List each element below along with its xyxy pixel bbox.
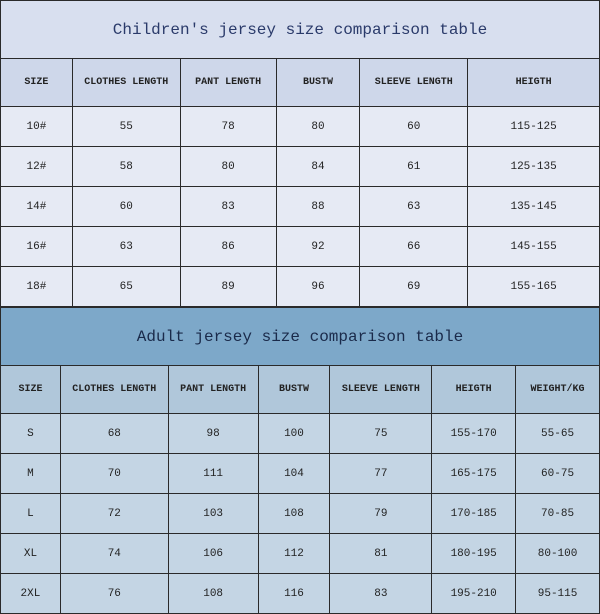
children-col-2: PANT LENGTH — [180, 59, 276, 107]
children-col-0: SIZE — [1, 59, 73, 107]
cell: 98 — [168, 414, 258, 454]
cell: 70 — [60, 454, 168, 494]
cell: 74 — [60, 534, 168, 574]
cell: 78 — [180, 107, 276, 147]
cell: 86 — [180, 227, 276, 267]
cell: 112 — [258, 534, 330, 574]
cell: 69 — [360, 267, 468, 307]
adult-col-3: BUSTW — [258, 366, 330, 414]
cell: M — [1, 454, 61, 494]
adult-header-row: SIZE CLOTHES LENGTH PANT LENGTH BUSTW SL… — [1, 366, 600, 414]
cell: 16# — [1, 227, 73, 267]
children-col-4: SLEEVE LENGTH — [360, 59, 468, 107]
cell: 80 — [180, 147, 276, 187]
cell: 75 — [330, 414, 432, 454]
table-row: M 70 111 104 77 165-175 60-75 — [1, 454, 600, 494]
cell: 108 — [258, 494, 330, 534]
cell: 58 — [72, 147, 180, 187]
cell: 72 — [60, 494, 168, 534]
adult-col-1: CLOTHES LENGTH — [60, 366, 168, 414]
cell: 61 — [360, 147, 468, 187]
table-row: 18# 65 89 96 69 155-165 — [1, 267, 600, 307]
cell: 66 — [360, 227, 468, 267]
size-chart-wrapper: Children's jersey size comparison table … — [0, 0, 600, 600]
cell: 55-65 — [516, 414, 600, 454]
cell: 83 — [180, 187, 276, 227]
children-title: Children's jersey size comparison table — [1, 1, 600, 59]
cell: 60 — [72, 187, 180, 227]
cell: 116 — [258, 574, 330, 614]
cell: 77 — [330, 454, 432, 494]
cell: S — [1, 414, 61, 454]
cell: 92 — [276, 227, 360, 267]
table-row: 16# 63 86 92 66 145-155 — [1, 227, 600, 267]
cell: 60-75 — [516, 454, 600, 494]
cell: XL — [1, 534, 61, 574]
cell: 106 — [168, 534, 258, 574]
adult-col-5: HEIGTH — [432, 366, 516, 414]
cell: 63 — [72, 227, 180, 267]
cell: 111 — [168, 454, 258, 494]
cell: 103 — [168, 494, 258, 534]
cell: 95-115 — [516, 574, 600, 614]
cell: 18# — [1, 267, 73, 307]
cell: 195-210 — [432, 574, 516, 614]
cell: 170-185 — [432, 494, 516, 534]
cell: 10# — [1, 107, 73, 147]
adult-size-table: Adult jersey size comparison table SIZE … — [0, 307, 600, 614]
cell: 89 — [180, 267, 276, 307]
cell: 104 — [258, 454, 330, 494]
cell: 80 — [276, 107, 360, 147]
adult-col-2: PANT LENGTH — [168, 366, 258, 414]
table-row: 14# 60 83 88 63 135-145 — [1, 187, 600, 227]
cell: 81 — [330, 534, 432, 574]
adult-col-4: SLEEVE LENGTH — [330, 366, 432, 414]
cell: 63 — [360, 187, 468, 227]
cell: 80-100 — [516, 534, 600, 574]
table-row: S 68 98 100 75 155-170 55-65 — [1, 414, 600, 454]
cell: 60 — [360, 107, 468, 147]
cell: 14# — [1, 187, 73, 227]
cell: 108 — [168, 574, 258, 614]
cell: L — [1, 494, 61, 534]
cell: 12# — [1, 147, 73, 187]
cell: 88 — [276, 187, 360, 227]
cell: 165-175 — [432, 454, 516, 494]
cell: 145-155 — [468, 227, 600, 267]
adult-title-row: Adult jersey size comparison table — [1, 308, 600, 366]
children-size-table: Children's jersey size comparison table … — [0, 0, 600, 307]
table-row: L 72 103 108 79 170-185 70-85 — [1, 494, 600, 534]
cell: 84 — [276, 147, 360, 187]
table-row: XL 74 106 112 81 180-195 80-100 — [1, 534, 600, 574]
table-row: 12# 58 80 84 61 125-135 — [1, 147, 600, 187]
adult-col-6: WEIGHT/KG — [516, 366, 600, 414]
cell: 100 — [258, 414, 330, 454]
cell: 125-135 — [468, 147, 600, 187]
cell: 70-85 — [516, 494, 600, 534]
cell: 68 — [60, 414, 168, 454]
children-title-row: Children's jersey size comparison table — [1, 1, 600, 59]
adult-col-0: SIZE — [1, 366, 61, 414]
cell: 79 — [330, 494, 432, 534]
cell: 180-195 — [432, 534, 516, 574]
table-row: 2XL 76 108 116 83 195-210 95-115 — [1, 574, 600, 614]
cell: 83 — [330, 574, 432, 614]
children-col-5: HEIGTH — [468, 59, 600, 107]
cell: 96 — [276, 267, 360, 307]
cell: 155-170 — [432, 414, 516, 454]
cell: 65 — [72, 267, 180, 307]
cell: 135-145 — [468, 187, 600, 227]
children-col-3: BUSTW — [276, 59, 360, 107]
cell: 2XL — [1, 574, 61, 614]
cell: 76 — [60, 574, 168, 614]
cell: 155-165 — [468, 267, 600, 307]
children-header-row: SIZE CLOTHES LENGTH PANT LENGTH BUSTW SL… — [1, 59, 600, 107]
children-col-1: CLOTHES LENGTH — [72, 59, 180, 107]
cell: 55 — [72, 107, 180, 147]
cell: 115-125 — [468, 107, 600, 147]
adult-title: Adult jersey size comparison table — [1, 308, 600, 366]
table-row: 10# 55 78 80 60 115-125 — [1, 107, 600, 147]
